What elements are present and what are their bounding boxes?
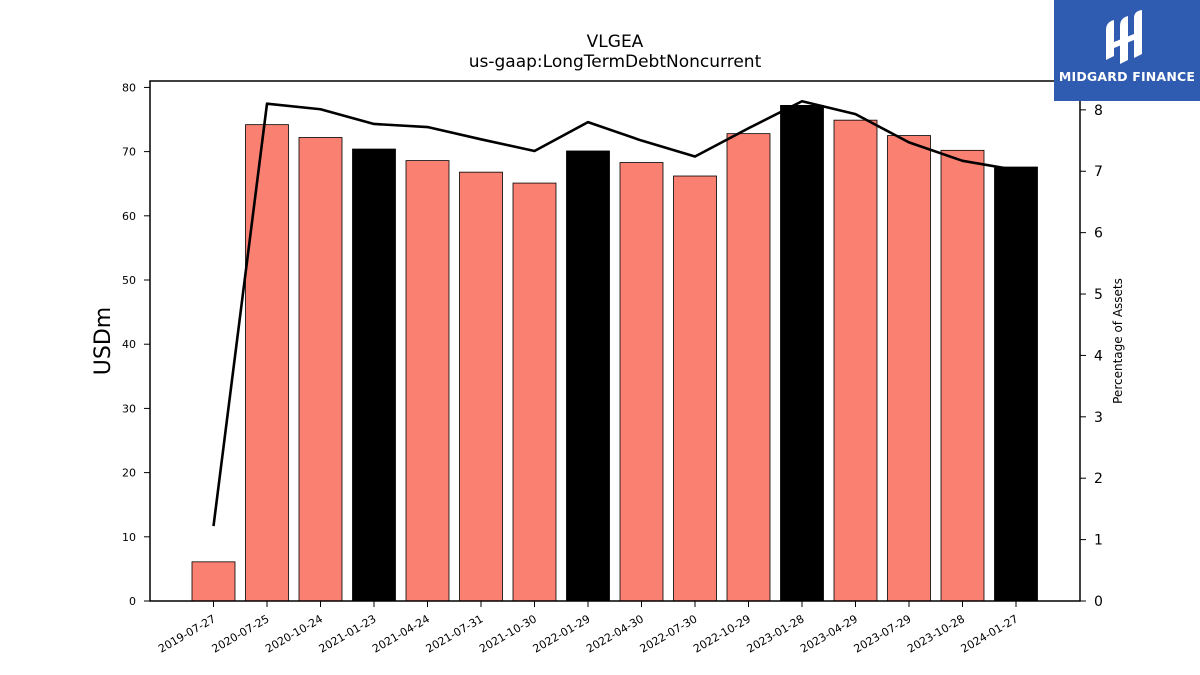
brand-logo: MIDGARD FINANCE — [1054, 0, 1200, 101]
x-tick-label: 2021-04-24 — [370, 612, 432, 655]
bar-2023-01-28 — [780, 104, 824, 602]
right-tick-label: 0 — [1094, 594, 1103, 610]
plot-frame — [149, 80, 1081, 602]
bar-2022-10-29 — [726, 133, 771, 602]
right-tick-label: 1 — [1094, 533, 1103, 549]
x-axis-ticks: 2019-07-272020-07-252020-10-242021-01-23… — [156, 601, 1021, 656]
chart-subtitle: us-gaap:LongTermDebtNoncurrent — [468, 52, 762, 72]
x-tick-label: 2022-10-29 — [691, 612, 753, 655]
bar-2021-04-24 — [405, 160, 450, 602]
x-tick-label: 2023-04-29 — [798, 612, 860, 655]
left-tick-label: 50 — [122, 274, 136, 287]
y-axis-label: USDm — [91, 307, 116, 375]
bar-2022-07-30 — [673, 175, 717, 602]
bar-2020-07-25 — [245, 124, 289, 602]
midgard-logo-icon — [1106, 10, 1142, 64]
right-tick-label: 7 — [1094, 164, 1103, 180]
bar-layer — [191, 104, 1038, 602]
left-tick-label: 70 — [122, 146, 136, 159]
x-tick-label: 2020-10-24 — [263, 612, 325, 655]
right-tick-label: 5 — [1094, 287, 1103, 303]
right-axis-ticks: 0 1 2 3 4 5 6 7 8 — [1080, 103, 1103, 610]
left-tick-label: 30 — [122, 402, 136, 415]
bar-2023-07-29 — [887, 135, 931, 602]
left-tick-label: 0 — [129, 595, 136, 608]
x-tick-label: 2021-07-31 — [424, 612, 486, 655]
x-tick-label: 2021-10-30 — [477, 612, 539, 655]
y2-axis-label: Percentage of Assets — [1111, 278, 1125, 404]
bar-2021-07-31 — [459, 171, 503, 602]
bar-2020-10-24 — [298, 137, 343, 602]
brand-name: MIDGARD FINANCE — [1058, 69, 1196, 84]
bar-2019-07-27 — [191, 561, 236, 602]
right-tick-label: 6 — [1094, 226, 1103, 242]
line-layer — [212, 99, 1017, 527]
x-tick-label: 2022-01-29 — [531, 612, 593, 655]
x-tick-label: 2023-10-28 — [905, 612, 967, 655]
left-axis-ticks: 0 10 20 30 40 50 60 70 80 — [122, 81, 150, 608]
right-tick-label: 4 — [1094, 348, 1103, 364]
x-tick-label: 2021-01-23 — [317, 612, 379, 655]
right-tick-label: 2 — [1094, 471, 1103, 487]
x-tick-label: 2023-07-29 — [852, 612, 914, 655]
x-tick-label: 2023-01-28 — [745, 612, 807, 655]
chart-title: VLGEA — [586, 32, 644, 52]
bar-2023-10-28 — [940, 149, 985, 602]
x-tick-label: 2024-01-27 — [959, 612, 1021, 655]
x-tick-label: 2022-04-30 — [584, 612, 646, 655]
x-tick-label: 2019-07-27 — [156, 612, 218, 655]
left-tick-label: 60 — [122, 210, 136, 223]
bar-2024-01-27 — [994, 166, 1038, 602]
left-tick-label: 80 — [122, 81, 136, 94]
right-tick-label: 3 — [1094, 410, 1103, 426]
x-tick-label: 2022-07-30 — [638, 612, 700, 655]
bar-2022-04-30 — [619, 162, 664, 602]
bar-2021-01-23 — [352, 148, 396, 602]
bar-2021-10-30 — [512, 182, 557, 602]
left-tick-label: 20 — [122, 467, 136, 480]
x-tick-label: 2020-07-25 — [210, 612, 272, 655]
left-tick-label: 40 — [122, 338, 136, 351]
bar-2023-04-29 — [833, 119, 878, 602]
percentage-line — [212, 99, 1017, 527]
bar-2022-01-29 — [566, 150, 610, 602]
right-tick-label: 8 — [1094, 103, 1103, 119]
left-tick-label: 10 — [122, 531, 136, 544]
